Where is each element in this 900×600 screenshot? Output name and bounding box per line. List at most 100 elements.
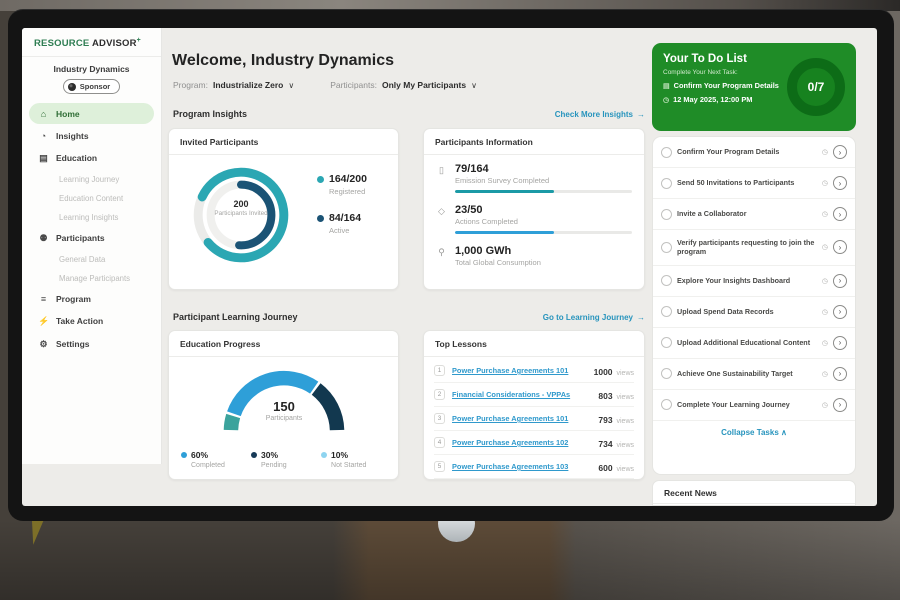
lesson-rank: 1	[434, 365, 445, 376]
stat-row: ◇ 23/50 Actions Completed	[436, 204, 632, 234]
lesson-link[interactable]: Power Purchase Agreements 101	[452, 366, 569, 375]
invited-participants-donut-chart	[183, 157, 299, 273]
sidebar-item[interactable]: Learning Insights	[29, 208, 154, 226]
sidebar-item[interactable]: ◔ Insights	[29, 125, 154, 146]
task-label: Complete Your Learning Journey	[677, 400, 790, 410]
sidebar-item[interactable]: ≡ Program	[29, 288, 154, 309]
sidebar-item-label: Learning Journey	[59, 174, 120, 184]
legend-item: 164/200 Registered	[317, 173, 367, 196]
todo-title: Your To Do List	[663, 53, 747, 65]
page-title: Welcome, Industry Dynamics	[172, 52, 394, 69]
clock-icon: ◷	[821, 308, 828, 316]
task-checkbox[interactable]	[661, 306, 672, 318]
sidebar-item[interactable]: Manage Participants	[29, 269, 154, 287]
participants-icon: ⚉	[39, 232, 48, 243]
task-checkbox[interactable]	[661, 208, 672, 220]
collapse-tasks-link[interactable]: Collapse Tasks ∧	[721, 427, 787, 437]
card-title: Education Progress	[169, 331, 398, 357]
task-checkbox[interactable]	[661, 146, 672, 158]
legend-item: 84/164 Active	[317, 212, 367, 235]
lesson-link[interactable]: Power Purchase Agreements 103	[452, 462, 569, 471]
participants-dropdown[interactable]: Participants: Only My Participants ∨	[330, 80, 477, 90]
legend-dot	[251, 452, 258, 458]
donut-legend: 164/200 Registered 84/164 Active	[317, 173, 367, 251]
lesson-rank: 5	[434, 461, 445, 472]
task-checkbox[interactable]	[661, 368, 672, 380]
todo-tasks-card: Confirm Your Program Details ◷ › Send 50…	[652, 136, 856, 475]
sidebar-item[interactable]: General Data	[29, 250, 154, 268]
chevron-down-icon: ∨	[288, 80, 295, 90]
logo-advisor: ADVISOR	[91, 38, 137, 50]
participants-count: 150	[273, 399, 295, 414]
sidebar-item[interactable]: ⚙ Settings	[29, 333, 154, 355]
next-task-row: ▤ Confirm Your Program Details	[663, 81, 781, 90]
lessons-list: 1 Power Purchase Agreements 101 1000 vie…	[424, 357, 644, 479]
lesson-row: 1 Power Purchase Agreements 101 1000 vie…	[434, 359, 634, 383]
task-checkbox[interactable]	[661, 399, 672, 411]
chevron-right-icon[interactable]: ›	[833, 207, 847, 221]
logo-plus: +	[136, 37, 141, 44]
sidebar-item[interactable]: ▤ Education	[29, 147, 154, 169]
todo-task[interactable]: Achieve One Sustainability Target ◷ ›	[653, 359, 855, 390]
sidebar-item-label: Participants	[56, 233, 105, 244]
chevron-right-icon[interactable]: ›	[833, 335, 847, 350]
chevron-right-icon[interactable]: ›	[833, 145, 847, 159]
recent-news-card: Recent News	[652, 480, 856, 506]
sidebar-nav: ⌂ Home ◔ Insights ▤ Education Learning J…	[22, 103, 161, 355]
task-checkbox[interactable]	[661, 275, 672, 287]
todo-subtitle: Complete Your Next Task:	[663, 69, 738, 76]
clock-icon: ◷	[821, 180, 828, 187]
stat-row: ⚲ 1,000 GWh Total Global Consumption	[436, 245, 632, 267]
todo-task[interactable]: Invite a Collaborator ◷ ›	[653, 199, 855, 230]
todo-progress-value: 0/7	[807, 80, 825, 94]
sidebar-item-label: General Data	[59, 254, 106, 264]
progress-bar	[455, 231, 632, 234]
lesson-link[interactable]: Power Purchase Agreements 102	[452, 438, 569, 447]
todo-task[interactable]: Confirm Your Program Details ◷ ›	[653, 137, 855, 168]
lesson-link[interactable]: Power Purchase Agreements 101	[452, 414, 569, 423]
sponsor-badge-label: Sponsor	[79, 82, 111, 92]
sidebar-item-label: Education Content	[59, 193, 124, 203]
sidebar: RESOURCE ADVISOR+ Industry Dynamics Spon…	[22, 28, 162, 464]
sidebar-item[interactable]: ⚡ Take Action	[29, 310, 154, 332]
sidebar-item[interactable]: ⚉ Participants	[29, 227, 154, 249]
card-title: Top Lessons	[424, 331, 644, 357]
chevron-right-icon[interactable]: ›	[833, 176, 847, 190]
todo-task[interactable]: Explore Your Insights Dashboard ◷ ›	[653, 266, 855, 297]
chevron-right-icon[interactable]: ›	[833, 273, 847, 288]
due-date-row: ◷ 12 May 2025, 12:00 PM	[663, 95, 781, 104]
organization-name: Industry Dynamics	[53, 64, 130, 75]
wall-background	[0, 0, 900, 11]
chevron-right-icon[interactable]: ›	[833, 366, 847, 381]
sidebar-item[interactable]: Learning Journey	[29, 170, 154, 188]
task-checkbox[interactable]	[661, 177, 672, 189]
todo-summary-card: Your To Do List Complete Your Next Task:…	[652, 43, 856, 131]
sidebar-item-label: Insights	[56, 130, 89, 141]
todo-task[interactable]: Upload Spend Data Records ◷ ›	[653, 297, 855, 328]
lesson-link[interactable]: Financial Considerations - VPPAs	[452, 390, 571, 399]
clock-icon: ◷	[821, 211, 828, 218]
sidebar-item[interactable]: ⌂ Home	[29, 103, 154, 125]
todo-task[interactable]: Upload Additional Educational Content ◷ …	[653, 328, 855, 359]
invited-count: 200	[233, 199, 249, 209]
sidebar-item[interactable]: Education Content	[29, 189, 154, 207]
chevron-right-icon[interactable]: ›	[833, 240, 847, 255]
chevron-right-icon[interactable]: ›	[833, 304, 847, 319]
sidebar-item-label: Program	[56, 293, 91, 304]
program-dropdown[interactable]: Program: Industrialize Zero ∨	[173, 80, 294, 90]
todo-task[interactable]: Verify participants requesting to join t…	[653, 230, 855, 266]
clock-icon: ◷	[663, 96, 670, 104]
task-checkbox[interactable]	[661, 241, 672, 253]
sidebar-item-label: Home	[56, 108, 80, 119]
task-checkbox[interactable]	[661, 337, 672, 349]
chevron-down-icon: ∨	[471, 80, 477, 90]
donut-center: 200 Participants Invited	[209, 199, 273, 218]
todo-task[interactable]: Complete Your Learning Journey ◷ ›	[653, 390, 855, 421]
chevron-right-icon[interactable]: ›	[833, 397, 847, 412]
todo-task[interactable]: Send 50 Invitations to Participants ◷ ›	[653, 168, 855, 199]
logo-resource: RESOURCE	[34, 38, 90, 50]
monitor-bezel: RESOURCE ADVISOR+ Industry Dynamics Spon…	[8, 9, 894, 521]
sponsor-badge[interactable]: Sponsor	[62, 79, 121, 95]
check-more-insights-link[interactable]: Check More Insights →	[554, 109, 645, 119]
go-to-learning-journey-link[interactable]: Go to Learning Journey →	[542, 312, 645, 322]
